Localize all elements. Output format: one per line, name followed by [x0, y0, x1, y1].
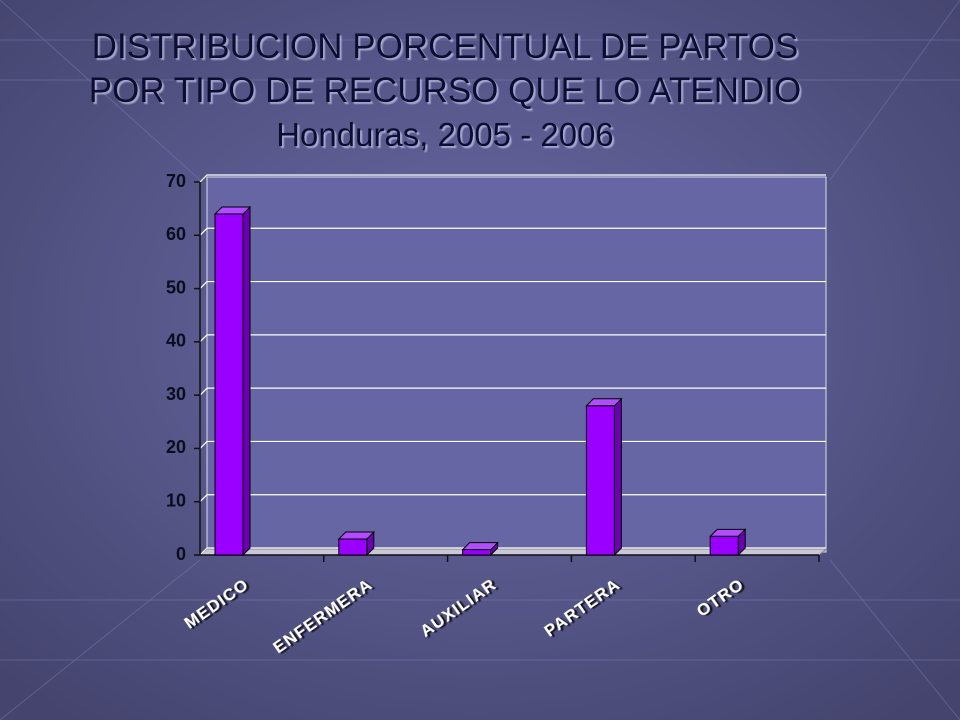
bar-side — [242, 205, 251, 557]
y-tick-label: 0 — [176, 544, 186, 564]
bar-top — [708, 528, 747, 537]
grid-line — [199, 227, 826, 236]
bar-top — [213, 206, 252, 215]
plot-wall — [206, 176, 827, 553]
chart-title: POR TIPO DE RECURSO QUE LO ATENDIO — [89, 71, 801, 110]
bar — [338, 538, 368, 556]
grid-line — [199, 280, 826, 289]
y-tick-label: 60 — [166, 224, 186, 244]
y-tick-label: 30 — [166, 384, 186, 404]
y-tick-label: 10 — [166, 490, 186, 510]
y-tick-label: 50 — [166, 277, 186, 297]
y-tick-label: 40 — [166, 331, 186, 351]
bar-top — [461, 542, 499, 551]
y-tick-label: 70 — [166, 171, 186, 191]
bar — [462, 549, 492, 556]
bar — [709, 535, 739, 556]
chart-title: DISTRIBUCION PORCENTUAL DE PARTOS — [92, 27, 799, 66]
grid-line — [199, 174, 826, 183]
bar — [585, 405, 615, 556]
grid-line — [199, 387, 826, 396]
bar-top — [585, 398, 623, 407]
chart-subtitle: Honduras, 2005 - 2006 — [276, 116, 614, 153]
grid-line — [199, 334, 826, 343]
y-tick-label: 20 — [166, 437, 186, 457]
bar-top — [337, 531, 376, 540]
bar — [214, 213, 244, 556]
bar-side — [613, 397, 622, 557]
